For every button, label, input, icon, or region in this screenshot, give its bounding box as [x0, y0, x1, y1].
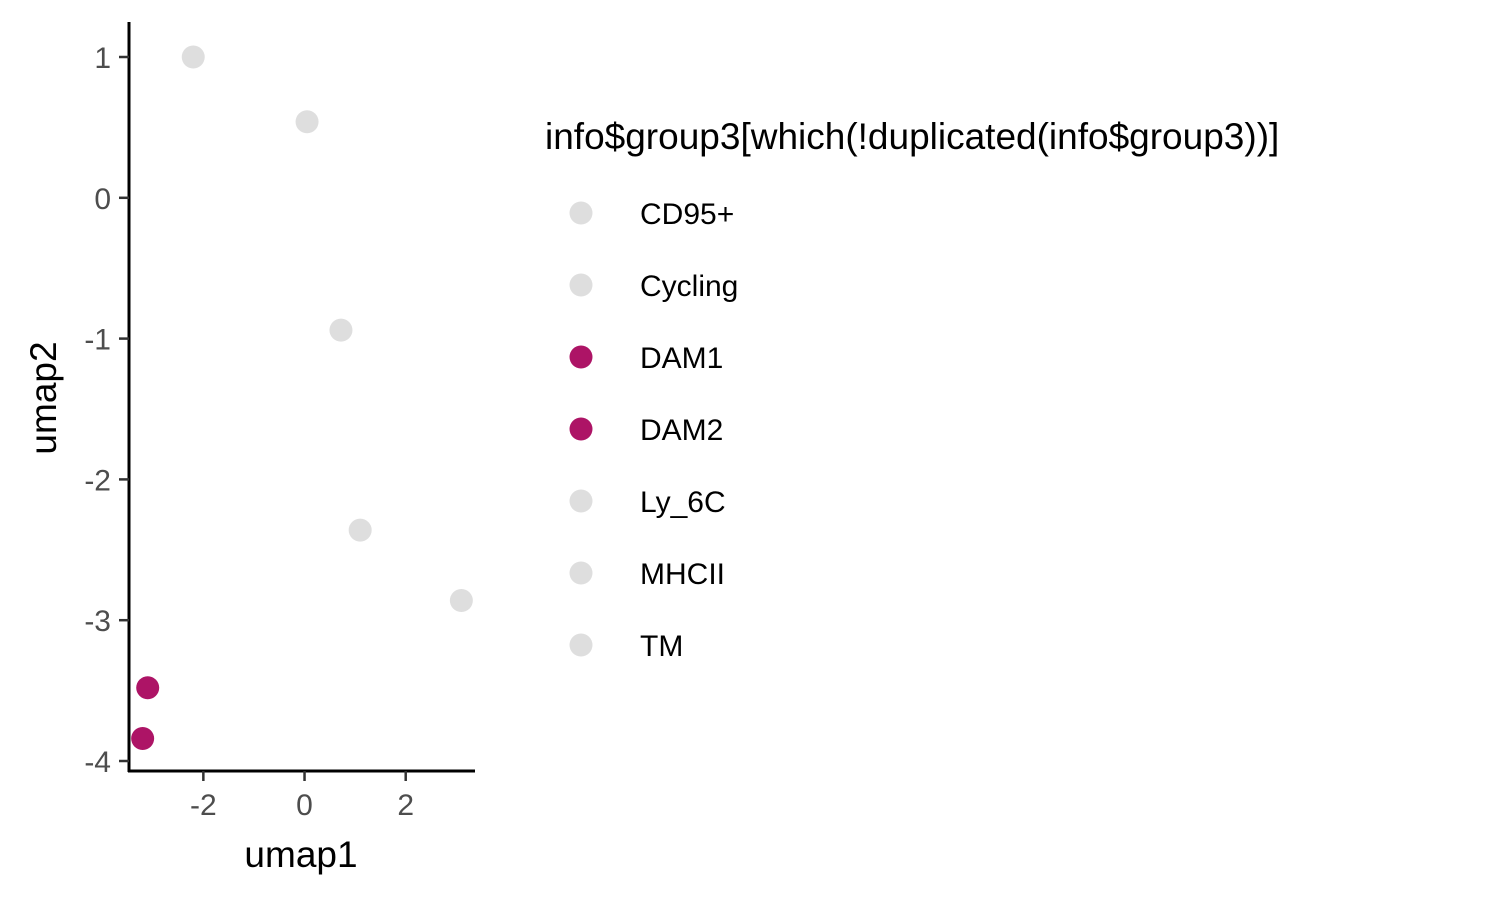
y-tick-label: -4	[84, 746, 111, 779]
legend-label: DAM1	[640, 342, 723, 375]
y-tick-label: -1	[84, 324, 111, 357]
legend-key	[569, 489, 593, 513]
legend-label: DAM2	[640, 414, 723, 447]
axes: 1 0 -1 -2 -3 -4 -2 0 2	[84, 22, 475, 822]
y-tick-label: 1	[94, 42, 111, 75]
y-tick-label: -3	[84, 605, 111, 638]
x-tick-label: 2	[397, 789, 414, 822]
legend-label: CD95+	[640, 198, 734, 231]
data-point	[131, 726, 155, 750]
legend-key	[569, 201, 593, 225]
legend-label: TM	[640, 630, 683, 663]
legend-title: info$group3[which(!duplicated(info$group…	[545, 116, 1279, 157]
legend-label: Ly_6C	[640, 486, 726, 519]
y-tick-label: 0	[94, 183, 111, 216]
x-tick-label: -2	[190, 789, 217, 822]
data-point	[136, 676, 160, 700]
data-point	[449, 588, 473, 612]
legend-key	[569, 633, 593, 657]
legend: info$group3[which(!duplicated(info$group…	[545, 116, 1279, 663]
legend-label: Cycling	[640, 270, 738, 303]
data-point	[348, 518, 372, 542]
data-point	[329, 318, 353, 342]
legend-key	[569, 345, 593, 369]
legend-label: MHCII	[640, 558, 725, 591]
legend-key	[569, 417, 593, 441]
x-tick-label: 0	[296, 789, 313, 822]
data-point	[295, 110, 319, 134]
x-axis-title: umap1	[244, 834, 357, 875]
y-axis-title: umap2	[23, 341, 64, 454]
legend-key	[569, 273, 593, 297]
legend-key	[569, 561, 593, 585]
data-points	[131, 45, 473, 750]
y-tick-label: -2	[84, 464, 111, 497]
data-point	[181, 45, 205, 69]
